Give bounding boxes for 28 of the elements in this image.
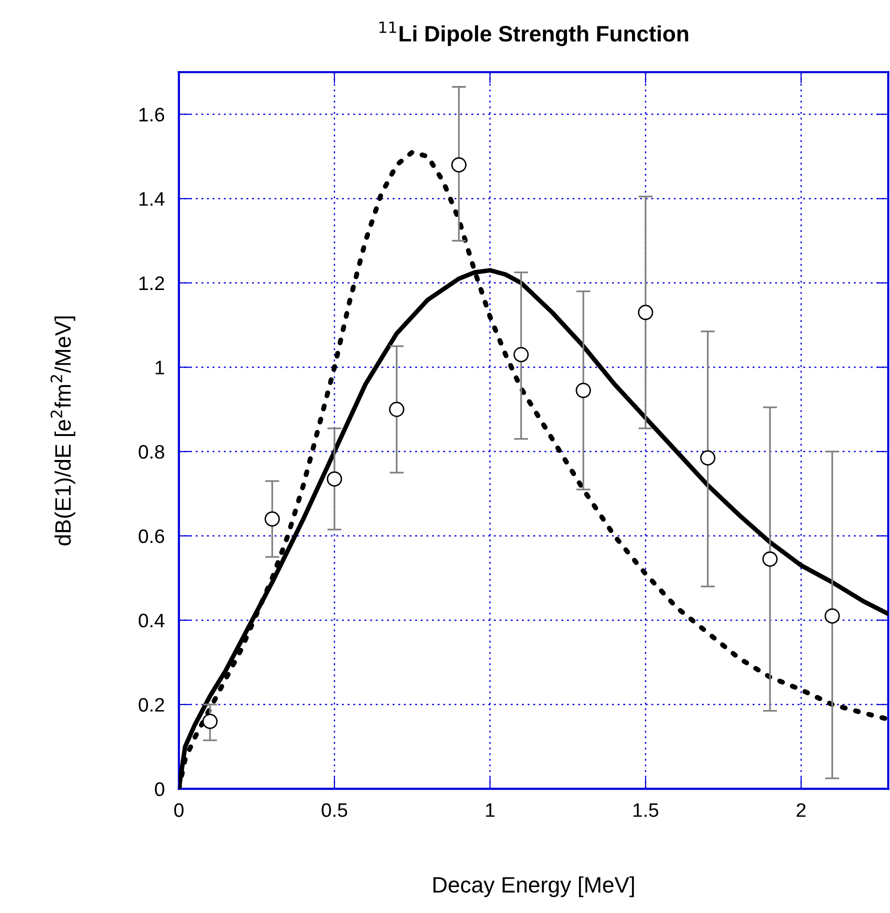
point: [576, 382, 591, 398]
y-tick-label: 1: [156, 360, 164, 374]
point: [202, 714, 218, 730]
x-tick-label: 0.5: [322, 803, 348, 818]
point: [451, 157, 467, 173]
point: [762, 551, 778, 567]
y-tick-label: 0.6: [138, 529, 164, 544]
y-tick-label: 0: [154, 782, 164, 796]
point: [824, 608, 840, 624]
y-axis-title: dB(E1)/dE [e$^{2}$fm$^{2}$/MeV]: [50, 316, 76, 546]
x-tick-label: 0: [174, 803, 184, 818]
x-tick-label: 2: [796, 803, 806, 817]
y-tick-label: 0.4: [138, 614, 164, 628]
y-tick-label: 1.2: [139, 276, 164, 290]
point: [326, 471, 342, 487]
point: [638, 304, 654, 320]
x-tick-label: 1.5: [634, 803, 658, 818]
point: [513, 346, 529, 362]
point: [700, 450, 716, 466]
x-tick-label: 1: [486, 803, 494, 817]
point: [389, 402, 404, 418]
chart-title: $^{11}$Li Dipole Strength Function: [379, 22, 688, 46]
y-tick-label: 0.8: [138, 445, 164, 459]
x-axis-title: Decay Energy [MeV]: [433, 876, 634, 898]
y-tick-label: 1.4: [139, 192, 164, 206]
y-tick-label: 0.2: [138, 698, 164, 712]
y-tick-label: 1.6: [139, 108, 164, 122]
point: [264, 511, 280, 527]
